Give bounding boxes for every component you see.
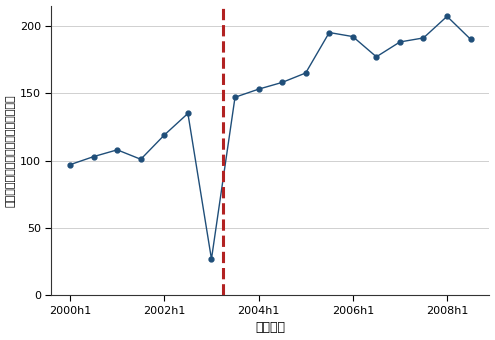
X-axis label: 年・季節: 年・季節 xyxy=(255,321,285,335)
Y-axis label: 広州交易会参加買い手数（単位：千）: 広州交易会参加買い手数（単位：千） xyxy=(5,94,15,207)
